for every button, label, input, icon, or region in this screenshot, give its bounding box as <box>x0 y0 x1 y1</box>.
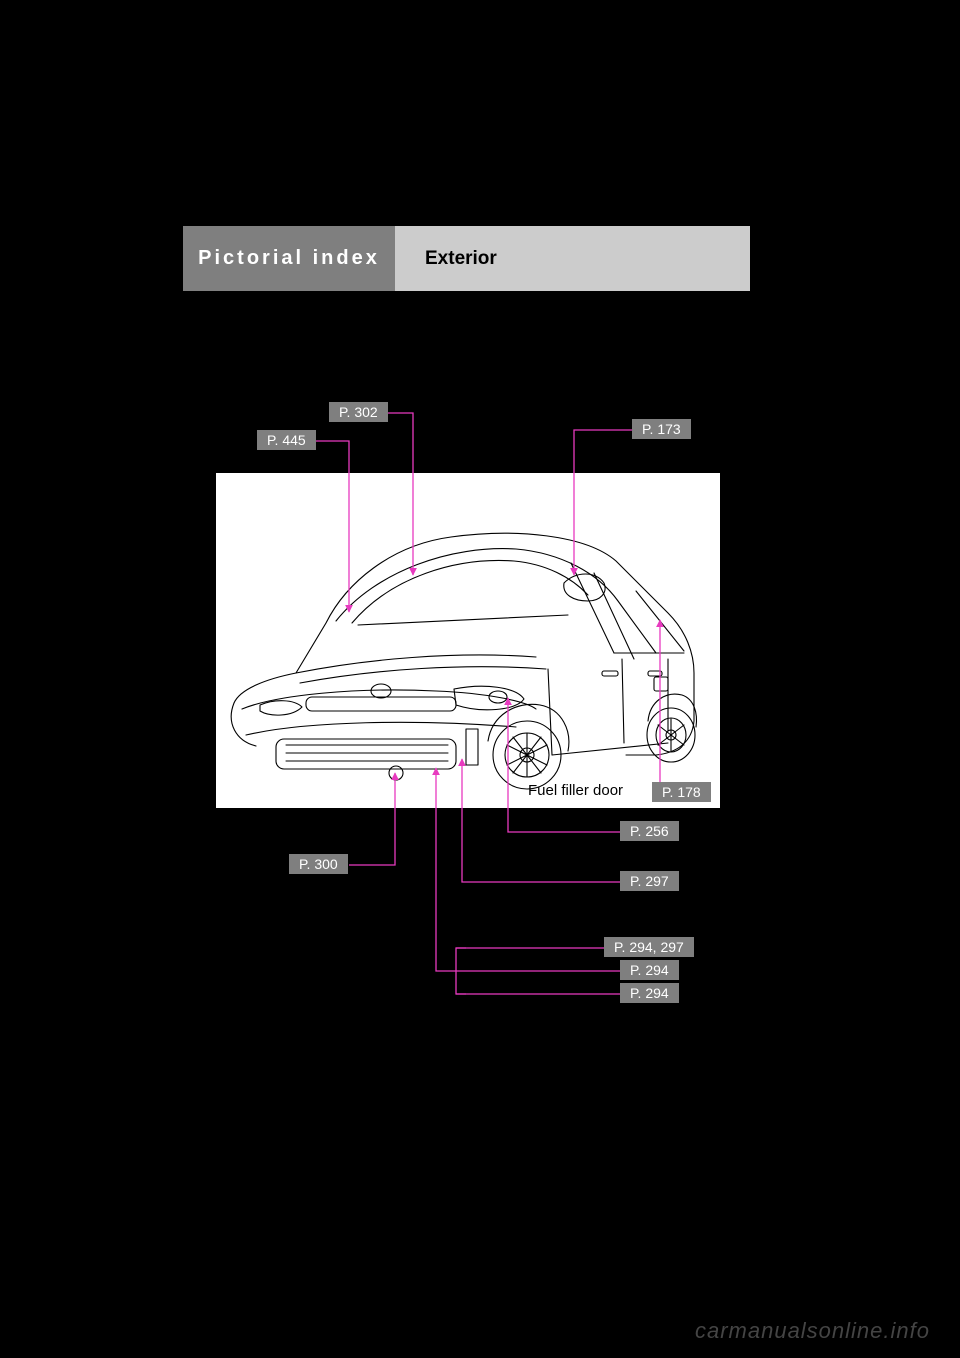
fuel-filler-door-label: Fuel filler door <box>528 782 623 799</box>
page-ref-p300: P. 300 <box>289 854 348 874</box>
page-ref-p178: P. 178 <box>652 782 711 802</box>
page-ref-p445: P. 445 <box>257 430 316 450</box>
car-line-art <box>216 473 720 808</box>
page-ref-p173: P. 173 <box>632 419 691 439</box>
page-ref-p297: P. 297 <box>620 871 679 891</box>
page-ref-p294a: P. 294 <box>620 960 679 980</box>
watermark: carmanualsonline.info <box>695 1318 930 1344</box>
page-ref-p256: P. 256 <box>620 821 679 841</box>
car-diagram <box>216 473 720 808</box>
page-ref-p294297: P. 294, 297 <box>604 937 694 957</box>
header: Pictorial index Exterior <box>183 226 750 291</box>
header-tab-title: Pictorial index <box>183 226 395 291</box>
header-section-title: Exterior <box>395 226 750 291</box>
page-ref-p302: P. 302 <box>329 402 388 422</box>
page-ref-p294b: P. 294 <box>620 983 679 1003</box>
